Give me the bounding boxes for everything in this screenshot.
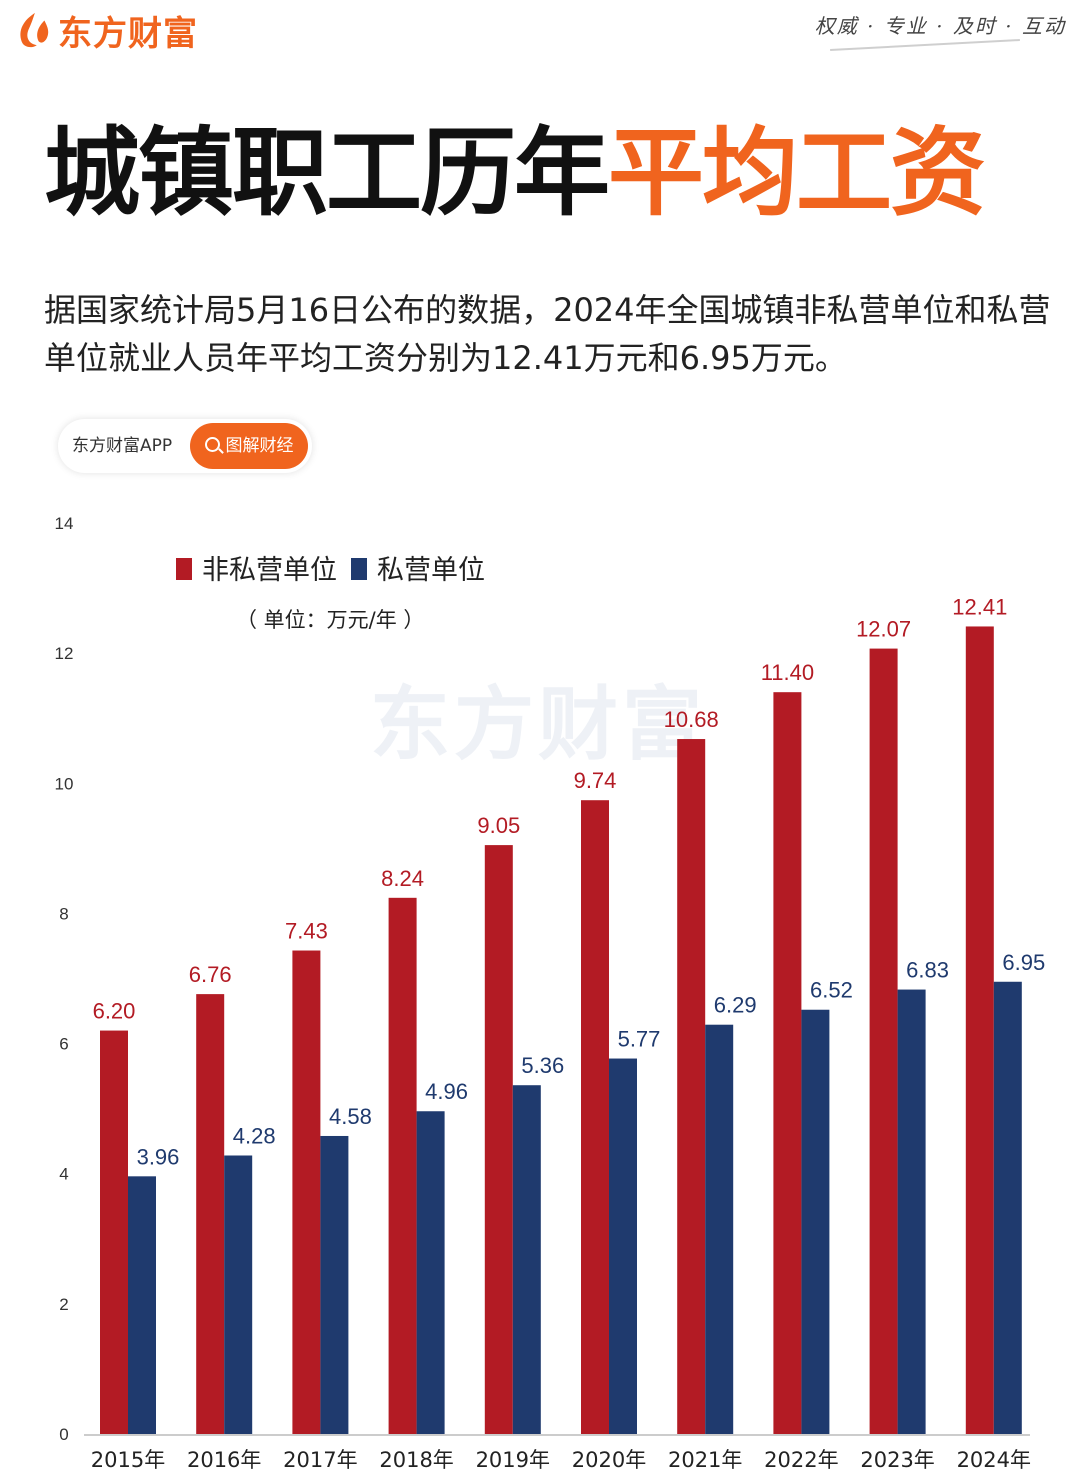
bar-private	[128, 1176, 156, 1434]
x-tick-label: 2023年	[860, 1448, 934, 1472]
data-label-non-private: 12.07	[856, 617, 911, 642]
brand-name: 东方财富	[58, 13, 198, 54]
search-icon	[204, 437, 220, 452]
watermark: 东方财富	[370, 678, 706, 771]
bar-non-private	[869, 648, 898, 1434]
data-label-non-private: 12.41	[952, 594, 1007, 619]
bar-private	[993, 981, 1022, 1434]
data-label-private: 4.58	[329, 1104, 372, 1129]
bar-private	[320, 1135, 349, 1434]
legend-swatch-non-private	[176, 558, 192, 580]
bar-non-private	[388, 897, 417, 1434]
legend-swatch-private	[351, 558, 367, 580]
x-tick-label: 2024年	[957, 1448, 1031, 1472]
data-label-non-private: 9.05	[477, 813, 520, 838]
source-badge: 东方财富APP 图解财经	[58, 419, 312, 473]
bar-non-private	[484, 845, 513, 1434]
y-tick-label: 0	[59, 1425, 68, 1444]
y-tick-label: 2	[59, 1295, 68, 1314]
y-tick-label: 6	[59, 1035, 68, 1054]
x-tick-label: 2016年	[187, 1448, 261, 1472]
data-label-non-private: 9.74	[574, 768, 617, 793]
data-label-non-private: 10.68	[664, 707, 719, 732]
legend-label-non-private: 非私营单位	[202, 555, 337, 586]
x-tick-label: 2018年	[379, 1448, 453, 1472]
x-tick-label: 2015年	[91, 1448, 165, 1472]
title-part-1: 城镇职工历年	[44, 117, 610, 229]
y-tick-label: 8	[59, 904, 68, 923]
x-tick-label: 2022年	[764, 1448, 838, 1472]
y-tick-label: 14	[55, 514, 74, 533]
page-title: 城镇职工历年平均工资	[44, 108, 986, 238]
bar-private	[224, 1155, 253, 1434]
data-label-private: 5.77	[618, 1027, 661, 1052]
bar-non-private	[292, 950, 321, 1434]
data-label-private: 4.28	[233, 1123, 276, 1148]
slogan: 权威 · 专业 · 及时 · 互动	[814, 14, 1066, 38]
x-tick-label: 2019年	[476, 1448, 550, 1472]
bar-private	[897, 989, 926, 1434]
data-label-private: 6.52	[810, 978, 853, 1003]
bar-private	[801, 1009, 830, 1434]
x-tick-label: 2021年	[668, 1448, 742, 1472]
data-label-private: 5.36	[521, 1053, 564, 1078]
tujie-button-label: 图解财经	[225, 436, 294, 456]
data-label-private: 3.96	[137, 1144, 180, 1169]
x-tick-label: 2020年	[572, 1448, 646, 1472]
data-label-non-private: 6.76	[189, 962, 232, 987]
legend-label-private: 私营单位	[377, 555, 485, 586]
data-label-non-private: 7.43	[285, 919, 328, 944]
bar-non-private	[965, 626, 994, 1434]
title-part-2: 平均工资	[608, 117, 986, 229]
bar-private	[609, 1058, 637, 1434]
bar-private	[416, 1111, 445, 1434]
tujie-button[interactable]: 图解财经	[190, 423, 308, 469]
x-tick-label: 2017年	[283, 1448, 357, 1472]
bar-non-private	[581, 800, 609, 1434]
bar-private	[512, 1085, 541, 1434]
data-label-non-private: 11.40	[761, 660, 814, 685]
data-label-private: 6.29	[714, 993, 757, 1018]
data-label-non-private: 6.20	[93, 999, 136, 1024]
bar-non-private	[100, 1030, 128, 1434]
bar-private	[705, 1024, 734, 1434]
flame-logo-icon	[20, 12, 49, 48]
bar-non-private	[196, 994, 225, 1434]
y-tick-label: 12	[55, 644, 74, 663]
data-label-private: 6.95	[1002, 950, 1045, 975]
y-tick-label: 4	[59, 1165, 68, 1184]
bar-non-private	[677, 739, 706, 1434]
bar-non-private	[773, 692, 802, 1434]
data-label-private: 4.96	[425, 1079, 468, 1104]
y-tick-label: 10	[55, 774, 74, 793]
slogan-underline	[830, 39, 1020, 51]
unit-note: （ 单位：万元/年 ）	[236, 608, 424, 632]
brand: 东方财富	[14, 8, 198, 54]
data-label-private: 6.83	[906, 958, 949, 983]
data-label-non-private: 8.24	[381, 866, 424, 891]
bar-chart: 0 2 4 6 8 10 12 14 6.20 3.96 2015年 6.76 4.28 2016年 7.4…	[55, 514, 1046, 1472]
source-label: 东方财富APP	[72, 436, 173, 456]
intro-text: 据国家统计局5月16日公布的数据，2024年全国城镇非私营单位和私营单位就业人员…	[44, 291, 1051, 377]
